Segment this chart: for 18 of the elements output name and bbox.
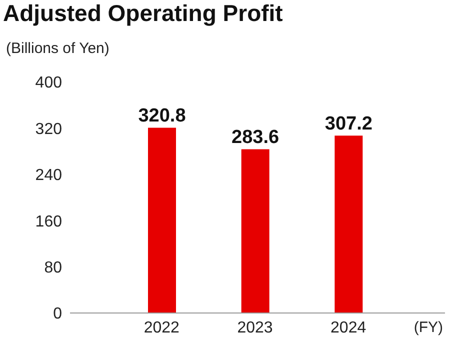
y-axis-title: (Billions of Yen) (6, 40, 110, 57)
y-tick-label: 320 (35, 120, 62, 138)
chart-title: Adjusted Operating Profit (3, 0, 283, 27)
y-tick-label: 240 (35, 167, 62, 184)
bar (241, 149, 270, 313)
x-tick-label: 2023 (237, 319, 273, 336)
y-tick-label: 160 (35, 213, 62, 230)
x-tick-label: 2022 (144, 319, 180, 336)
x-tick-label: 2024 (330, 319, 366, 336)
y-tick-label: 80 (44, 259, 62, 276)
data-label: 320.8 (138, 106, 186, 127)
data-label: 283.6 (232, 127, 280, 148)
y-tick-label: 0 (53, 306, 62, 323)
bar (148, 128, 176, 313)
y-tick-label: 400 (35, 74, 62, 92)
x-axis-title: (FY) (414, 319, 443, 336)
data-label: 307.2 (324, 114, 372, 135)
bar (334, 136, 363, 313)
